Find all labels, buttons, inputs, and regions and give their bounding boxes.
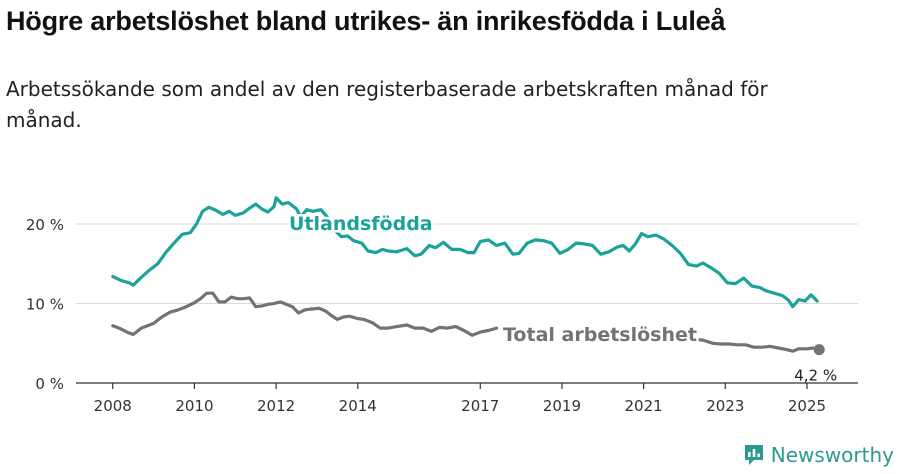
x-tick-label: 2017 [461, 397, 499, 415]
x-tick-label: 2010 [175, 397, 213, 415]
series-label-total: Total arbetslöshet [503, 324, 697, 346]
x-tick-label: 2012 [257, 397, 295, 415]
brand-logo[interactable]: Newsworthy [743, 442, 894, 468]
y-tick-label: 20 % [26, 216, 64, 234]
last-value-label: 4,2 % [794, 367, 837, 385]
series-line-total-end [668, 333, 821, 353]
series-label-utlandsfodda: Utlandsfödda [289, 213, 433, 235]
series-line-total [111, 291, 499, 337]
x-tick-label: 2019 [543, 397, 581, 415]
last-value-marker [813, 344, 825, 356]
chart-subtitle: Arbetssökande som andel av den registerb… [6, 77, 768, 132]
brand-name: Newsworthy [770, 443, 894, 467]
x-tick-label: 2021 [625, 397, 663, 415]
x-tick-label: 2008 [94, 397, 132, 415]
chart-title: Högre arbetslöshet bland utrikes- än inr… [6, 6, 726, 36]
series-line-utlandsfodda [111, 196, 819, 309]
y-tick-label: 10 % [26, 296, 64, 314]
newsworthy-logo-icon [744, 445, 763, 465]
y-tick-label: 0 % [35, 375, 64, 393]
x-tick-label: 2023 [706, 397, 744, 415]
x-tick-label: 2025 [788, 397, 826, 415]
x-tick-label: 2014 [339, 397, 377, 415]
